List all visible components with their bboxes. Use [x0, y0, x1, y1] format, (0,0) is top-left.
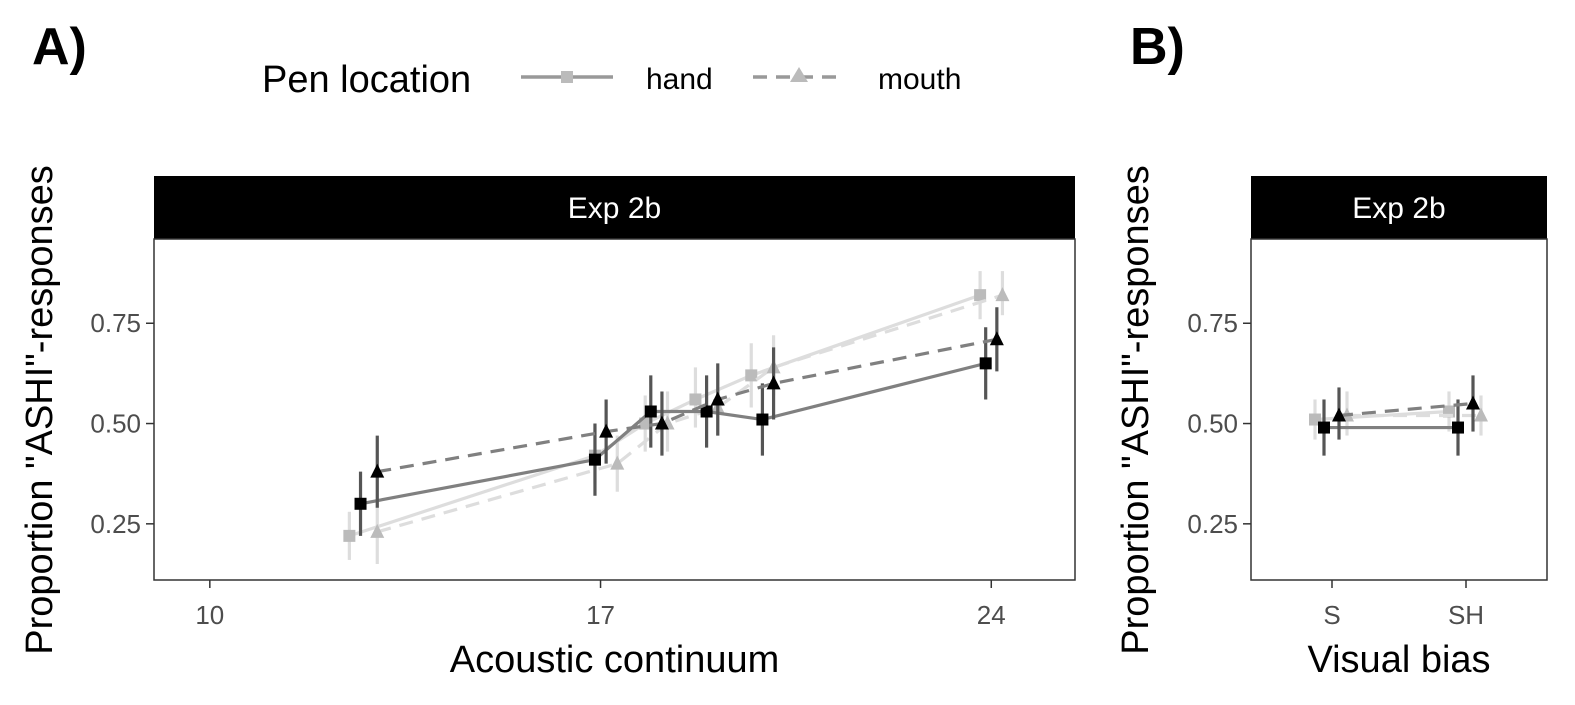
- y-tick-label: 0.50: [90, 409, 141, 439]
- y-tick-label: 0.75: [1187, 308, 1238, 338]
- data-point-square: [588, 453, 601, 466]
- series-line-triangle-light: [376, 293, 1003, 534]
- data-point-triangle: [654, 415, 669, 430]
- data-point-square: [644, 405, 657, 418]
- data-point-square: [974, 289, 987, 302]
- series-line-triangle-dark: [376, 337, 998, 474]
- data-point-square: [689, 393, 702, 406]
- data-point-triangle: [710, 391, 725, 406]
- data-point-square: [1318, 421, 1330, 434]
- panel-a-tag: A): [32, 18, 87, 76]
- data-point-triangle: [599, 423, 614, 438]
- x-axis-title-b: Visual bias: [1307, 639, 1490, 681]
- x-tick-label: 17: [586, 600, 615, 630]
- panel-b-tag: B): [1130, 18, 1185, 76]
- panel-b: Exp 2b 0.25 0.50 0.75 S SH Visual bias Propo…: [1115, 165, 1548, 681]
- data-point-square: [354, 497, 367, 510]
- strip-a-label: Exp 2b: [568, 192, 661, 225]
- axes-a: 0.25 0.50 0.75 10 17 24: [90, 308, 1005, 630]
- y-tick-label: 0.25: [1187, 509, 1238, 539]
- legend-square-icon: [561, 71, 573, 83]
- data-point-square: [700, 405, 713, 418]
- legend: Pen location hand mouth: [262, 59, 961, 101]
- data-point-triangle: [1466, 395, 1480, 410]
- data-point-square: [979, 357, 992, 370]
- data-point-square: [745, 369, 758, 382]
- y-tick-label: 0.75: [90, 308, 141, 338]
- x-axis-title-a: Acoustic continuum: [450, 639, 780, 681]
- legend-label-hand: hand: [646, 63, 713, 96]
- data-point-triangle: [1474, 407, 1488, 422]
- x-tick-label: SH: [1448, 600, 1484, 630]
- data-point-triangle: [1332, 407, 1346, 422]
- data-point-triangle: [766, 375, 781, 390]
- data-point-square: [1452, 421, 1464, 434]
- series-line-square-dark: [360, 361, 987, 506]
- data-layer-b: [1309, 375, 1488, 456]
- data-point-triangle: [989, 331, 1004, 346]
- axes-b: 0.25 0.50 0.75 S SH: [1187, 308, 1484, 630]
- data-point-square: [343, 529, 356, 542]
- data-point-triangle: [370, 463, 385, 478]
- data-point-triangle: [370, 523, 385, 538]
- x-tick-label: 24: [977, 600, 1006, 630]
- legend-triangle-icon: [790, 67, 808, 82]
- x-tick-label: 10: [195, 600, 224, 630]
- legend-title: Pen location: [262, 59, 471, 101]
- plot-area-b: [1250, 238, 1548, 581]
- strip-b-label: Exp 2b: [1352, 192, 1445, 225]
- legend-key-mouth: [753, 67, 845, 82]
- data-layer-a: [343, 271, 1010, 564]
- x-tick-label: S: [1323, 600, 1340, 630]
- plot-area-a: [153, 238, 1076, 581]
- legend-key-hand: [521, 71, 613, 83]
- y-tick-label: 0.50: [1187, 409, 1238, 439]
- y-axis-title-b: Proportion "ASHI"-responses: [1115, 165, 1157, 655]
- data-point-triangle: [610, 455, 625, 470]
- data-point-square: [756, 413, 769, 426]
- y-tick-label: 0.25: [90, 509, 141, 539]
- panel-a: Exp 2b 0.25 0.50 0.75 10 17 24 Acoustic conti…: [19, 165, 1076, 681]
- y-axis-title-a: Proportion "ASHI"-responses: [19, 165, 61, 655]
- legend-label-mouth: mouth: [878, 63, 961, 96]
- data-point-triangle: [995, 287, 1010, 302]
- strip-b: [1251, 176, 1547, 239]
- strip-a: [154, 176, 1075, 239]
